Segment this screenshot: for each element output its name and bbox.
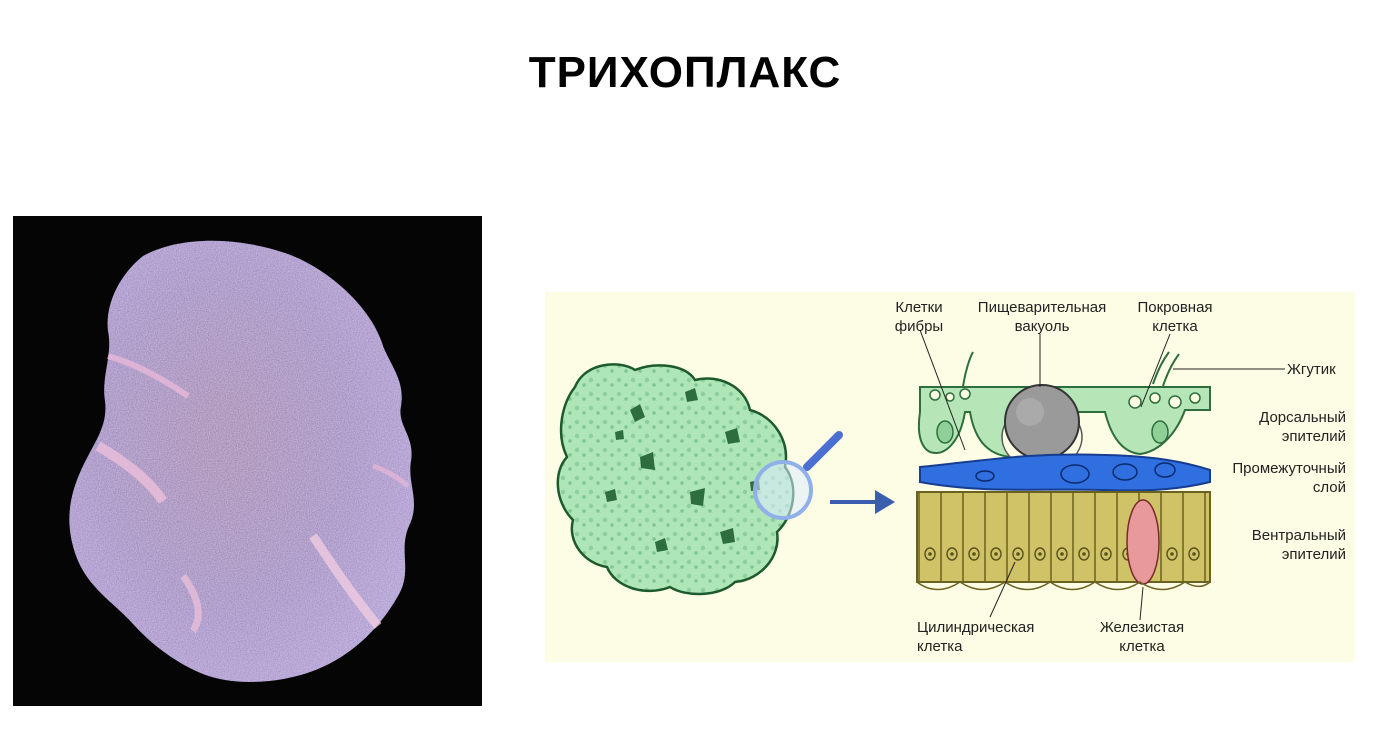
- ventral-epithelium: [916, 491, 1211, 583]
- glandular-cell: [1126, 499, 1160, 585]
- dark-cell: [615, 430, 624, 440]
- label-cover-cell: Покровная клетка: [1137, 299, 1213, 335]
- dark-cell: [720, 528, 735, 544]
- digestive-vacuole: [1004, 384, 1080, 460]
- label-cylindrical-cell: Цилиндрическая клетка: [917, 619, 1035, 655]
- label-digestive-vacuole: Пищеварительная вакуоль: [977, 299, 1107, 335]
- dark-cell: [725, 428, 740, 444]
- magnifier-handle: [803, 431, 843, 471]
- intermediate-layer: [919, 453, 1211, 492]
- magnifier-lens: [753, 460, 813, 520]
- label-intermediate-layer: Промежуточный слой: [1232, 460, 1346, 496]
- zoom-arrow: [830, 490, 895, 514]
- trichoplax-photo: [13, 216, 482, 706]
- label-flagellum: Жгутик: [1287, 361, 1336, 378]
- label-dorsal-epithelium: Дорсальный эпителий: [1259, 409, 1346, 445]
- organism-body: [69, 240, 414, 682]
- dark-cell: [685, 388, 698, 402]
- page-title: ТРИХОПЛАКС: [528, 48, 842, 97]
- dark-cell: [690, 488, 705, 506]
- body-overview: [556, 363, 795, 596]
- structure-diagram: Клетки фибры Пищеварительная вакуоль Пок…: [545, 292, 1355, 662]
- dark-cell: [640, 452, 655, 470]
- dark-cell: [655, 538, 668, 552]
- dark-cell: [630, 404, 645, 422]
- label-glandular-cell: Железистая клетка: [1099, 619, 1185, 655]
- dark-cell: [605, 489, 617, 502]
- label-fiber-cells: Клетки фибры: [894, 299, 944, 335]
- label-ventral-epithelium: Вентральный эпителий: [1251, 527, 1346, 563]
